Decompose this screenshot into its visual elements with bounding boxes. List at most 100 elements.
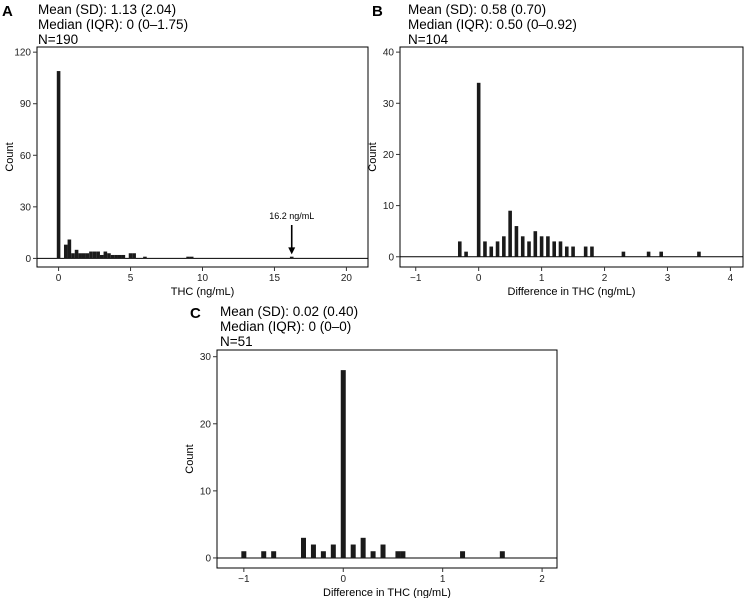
panel-letter: C bbox=[190, 305, 201, 322]
x-tick-label: 2 bbox=[539, 574, 545, 585]
x-tick-label: 15 bbox=[269, 273, 281, 284]
plot-frame bbox=[36, 46, 369, 268]
x-tick-label: 4 bbox=[728, 273, 734, 284]
summary-stat-line: Median (IQR): 0.50 (0–0.92) bbox=[408, 17, 577, 32]
histogram-bar bbox=[186, 256, 190, 259]
histogram-bar bbox=[330, 544, 336, 558]
histogram-bar bbox=[646, 251, 651, 257]
histogram-bar bbox=[92, 251, 97, 259]
panel-letter: A bbox=[2, 3, 13, 20]
x-tick-label: 2 bbox=[602, 273, 608, 284]
histogram-bar bbox=[261, 551, 267, 558]
y-tick-label: 20 bbox=[200, 419, 212, 430]
histogram-bar bbox=[400, 551, 406, 558]
y-tick-label: 0 bbox=[205, 553, 211, 564]
histogram-bar bbox=[583, 246, 588, 257]
histogram-bar bbox=[121, 254, 126, 259]
x-tick-label: 3 bbox=[665, 273, 671, 284]
x-tick-label: −1 bbox=[238, 574, 250, 585]
histogram-bar bbox=[107, 253, 111, 259]
y-tick-label: 10 bbox=[200, 486, 212, 497]
summary-stat-line: Median (IQR): 0 (0–0) bbox=[220, 319, 351, 334]
histogram-bar bbox=[99, 254, 104, 259]
histogram-bar bbox=[63, 244, 68, 259]
histogram-bar bbox=[395, 551, 401, 558]
histogram-bar bbox=[110, 254, 115, 259]
summary-stat-line: Median (IQR): 0 (0–1.75) bbox=[38, 17, 188, 32]
x-tick-label: 5 bbox=[128, 273, 134, 284]
summary-stat-line: N=51 bbox=[220, 334, 253, 349]
histogram-bar bbox=[476, 82, 481, 257]
histogram-bar bbox=[289, 256, 294, 259]
histogram-bar bbox=[464, 251, 468, 257]
x-axis-title: Difference in THC (ng/mL) bbox=[323, 587, 451, 598]
histogram-bar bbox=[320, 551, 326, 558]
histogram-bar bbox=[697, 251, 701, 257]
y-tick-label: 120 bbox=[14, 48, 31, 59]
histogram-bar bbox=[571, 246, 575, 257]
histogram-bar bbox=[78, 253, 82, 259]
y-tick-label: 0 bbox=[25, 254, 31, 265]
x-tick-label: 20 bbox=[341, 273, 353, 284]
annotation-label: 16.2 ng/mL bbox=[269, 211, 314, 221]
y-tick-label: 20 bbox=[383, 150, 395, 161]
histogram-bar bbox=[300, 537, 306, 558]
histogram-bar bbox=[67, 239, 72, 259]
annotation-arrow-head bbox=[288, 247, 296, 255]
histogram-bar bbox=[552, 241, 556, 257]
histogram-bar bbox=[546, 236, 550, 257]
y-tick-label: 60 bbox=[20, 151, 32, 162]
histogram-bar bbox=[502, 236, 506, 257]
histogram-bar bbox=[508, 210, 512, 257]
histogram-bar bbox=[360, 537, 366, 558]
histogram-bar bbox=[56, 71, 61, 259]
histogram-bar bbox=[103, 251, 108, 259]
summary-stat-line: Mean (SD): 1.13 (2.04) bbox=[38, 2, 176, 17]
histogram-bar bbox=[132, 253, 136, 259]
histogram-bar bbox=[310, 544, 316, 558]
x-axis-title: Difference in THC (ng/mL) bbox=[508, 286, 636, 298]
summary-stat-line: Mean (SD): 0.58 (0.70) bbox=[408, 2, 546, 17]
histogram-bar bbox=[189, 256, 194, 259]
histogram-bar bbox=[457, 241, 462, 257]
plot-frame bbox=[216, 349, 558, 569]
x-tick-label: 0 bbox=[340, 574, 346, 585]
histogram-bar bbox=[340, 370, 346, 558]
histogram-bar bbox=[81, 253, 86, 259]
histogram-bar bbox=[558, 241, 563, 257]
histogram-bar bbox=[143, 256, 147, 259]
histogram-bar bbox=[621, 251, 626, 257]
x-tick-label: 1 bbox=[539, 273, 545, 284]
x-tick-label: 1 bbox=[440, 574, 446, 585]
y-tick-label: 0 bbox=[388, 252, 394, 263]
histogram-bar bbox=[539, 236, 544, 257]
histogram-bar bbox=[114, 254, 118, 259]
histogram-bar bbox=[89, 251, 93, 259]
histogram-bar bbox=[499, 551, 505, 558]
y-axis-title: Count bbox=[184, 444, 196, 473]
histogram-bar bbox=[514, 226, 519, 257]
y-tick-label: 30 bbox=[20, 202, 32, 213]
histogram-bar bbox=[520, 236, 525, 257]
histogram-bar bbox=[495, 241, 500, 257]
y-tick-label: 30 bbox=[200, 352, 212, 363]
y-tick-label: 90 bbox=[20, 99, 32, 110]
y-axis-title: Count bbox=[4, 142, 16, 171]
histogram-bar bbox=[380, 544, 386, 558]
histogram-bar bbox=[85, 253, 90, 259]
summary-stat-line: N=104 bbox=[408, 32, 449, 47]
chart-panel-a: A Mean (SD): 1.13 (2.04)Median (IQR): 0 (… bbox=[2, 2, 369, 298]
panel-letter: B bbox=[372, 3, 383, 20]
chart-panel-c: C Mean (SD): 0.02 (0.40)Median (IQR): 0 (… bbox=[184, 304, 558, 598]
histogram-bar bbox=[483, 241, 487, 257]
y-tick-label: 40 bbox=[383, 48, 395, 59]
summary-stat-line: Mean (SD): 0.02 (0.40) bbox=[220, 304, 358, 319]
histogram-bar bbox=[659, 251, 663, 257]
x-tick-label: 0 bbox=[476, 273, 482, 284]
histogram-bar bbox=[489, 246, 494, 257]
histogram-bar bbox=[71, 253, 75, 259]
histogram-bar bbox=[564, 246, 569, 257]
histogram-bar bbox=[128, 253, 133, 259]
histogram-bar bbox=[271, 551, 277, 558]
